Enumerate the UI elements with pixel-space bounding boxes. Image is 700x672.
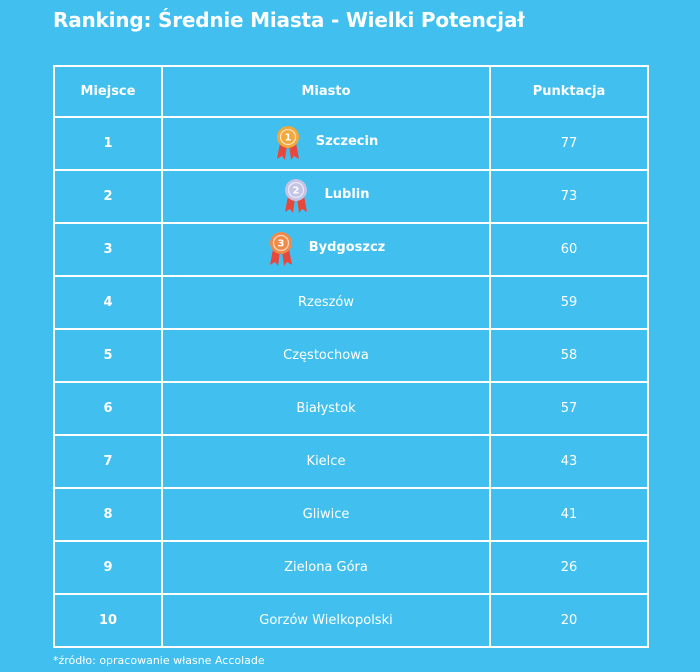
city-cell: 1 Szczecin xyxy=(161,116,491,171)
city-cell-content: Częstochowa xyxy=(283,348,369,363)
bronze-medal-icon: 3 xyxy=(269,232,292,266)
table-row: 7 Kielce 43 xyxy=(53,434,649,489)
city-name: Gliwice xyxy=(302,507,350,522)
city-name: Szczecin xyxy=(315,134,379,149)
place-cell: 6 xyxy=(53,381,163,436)
ranking-table: Miejsce Miasto Punktacja 1 1 Szczecin 77 2 2 L… xyxy=(53,65,649,648)
table-row: 8 Gliwice 41 xyxy=(53,487,649,542)
city-cell-content: Kielce xyxy=(307,454,346,469)
score-cell: 26 xyxy=(489,540,649,595)
place-cell: 4 xyxy=(53,275,163,330)
place-cell: 7 xyxy=(53,434,163,489)
score-cell: 43 xyxy=(489,434,649,489)
city-name: Lublin xyxy=(324,187,370,202)
city-name: Częstochowa xyxy=(283,348,369,363)
place-cell: 2 xyxy=(53,169,163,224)
city-cell-content: 3 Bydgoszcz xyxy=(267,228,386,267)
city-cell-content: 2 Lublin xyxy=(282,175,370,214)
city-name: Rzeszów xyxy=(297,295,355,310)
table-row: 4 Rzeszów 59 xyxy=(53,275,649,330)
table-row: 1 1 Szczecin 77 xyxy=(53,116,649,171)
city-cell-content: Zielona Góra xyxy=(284,560,368,575)
silver-medal-icon: 2 xyxy=(285,179,308,213)
city-cell: Kielce xyxy=(161,434,491,489)
score-cell: 77 xyxy=(489,116,649,171)
city-name: Zielona Góra xyxy=(284,560,368,575)
gold-medal-icon: 1 xyxy=(276,126,299,160)
score-cell: 60 xyxy=(489,222,649,277)
medal-number: 3 xyxy=(277,239,284,250)
city-name: Bydgoszcz xyxy=(308,240,386,255)
city-cell-content: Gliwice xyxy=(303,507,350,522)
table-header-row: Miejsce Miasto Punktacja xyxy=(53,65,649,118)
place-cell: 3 xyxy=(53,222,163,277)
city-cell: Rzeszów xyxy=(161,275,491,330)
page-title: Ranking: Średnie Miasta - Wielki Potencj… xyxy=(53,8,525,32)
city-cell: Gorzów Wielkopolski xyxy=(161,593,491,648)
table-row: 3 3 Bydgoszcz 60 xyxy=(53,222,649,277)
source-footnote: *źródło: opracowanie własne Accolade xyxy=(53,654,265,667)
medal-number: 2 xyxy=(293,186,300,197)
city-cell: Zielona Góra xyxy=(161,540,491,595)
column-header-city: Miasto xyxy=(161,65,491,118)
score-cell: 58 xyxy=(489,328,649,383)
city-cell-content: 1 Szczecin xyxy=(274,122,378,161)
place-cell: 1 xyxy=(53,116,163,171)
city-name: Kielce xyxy=(306,454,346,469)
table-row: 2 2 Lublin 73 xyxy=(53,169,649,224)
place-cell: 5 xyxy=(53,328,163,383)
table-body: 1 1 Szczecin 77 2 2 Lublin 73 3 3 Bydgoszcz 60 4 Rzes… xyxy=(53,116,649,648)
city-name: Gorzów Wielkopolski xyxy=(259,613,393,628)
table-row: 10 Gorzów Wielkopolski 20 xyxy=(53,593,649,648)
column-header-score: Punktacja xyxy=(489,65,649,118)
score-cell: 73 xyxy=(489,169,649,224)
city-cell: 3 Bydgoszcz xyxy=(161,222,491,277)
city-name: Białystok xyxy=(296,401,356,416)
city-cell-content: Białystok xyxy=(296,401,355,416)
place-cell: 9 xyxy=(53,540,163,595)
score-cell: 41 xyxy=(489,487,649,542)
score-cell: 57 xyxy=(489,381,649,436)
medal-number: 1 xyxy=(284,133,291,144)
table-row: 9 Zielona Góra 26 xyxy=(53,540,649,595)
score-cell: 59 xyxy=(489,275,649,330)
city-cell: Białystok xyxy=(161,381,491,436)
city-cell: 2 Lublin xyxy=(161,169,491,224)
city-cell: Gliwice xyxy=(161,487,491,542)
place-cell: 8 xyxy=(53,487,163,542)
table-row: 5 Częstochowa 58 xyxy=(53,328,649,383)
city-cell: Częstochowa xyxy=(161,328,491,383)
city-cell-content: Rzeszów xyxy=(298,295,354,310)
place-cell: 10 xyxy=(53,593,163,648)
column-header-place: Miejsce xyxy=(53,65,163,118)
score-cell: 20 xyxy=(489,593,649,648)
table-row: 6 Białystok 57 xyxy=(53,381,649,436)
city-cell-content: Gorzów Wielkopolski xyxy=(259,613,392,628)
